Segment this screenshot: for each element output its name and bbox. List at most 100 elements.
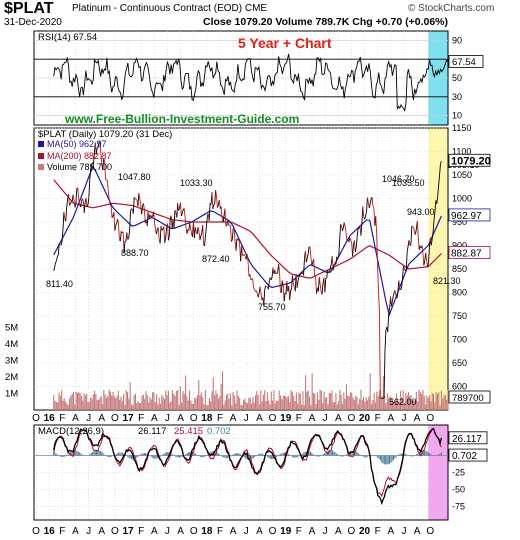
volume-bar [405, 393, 407, 410]
volume-bar [235, 403, 237, 410]
price-segment [139, 198, 142, 205]
price-segment [366, 197, 368, 213]
volume-bar [281, 399, 283, 410]
volume-bar [331, 390, 333, 410]
price-segment [243, 254, 246, 257]
price-segment [398, 280, 401, 289]
price-tick-label: 850 [452, 264, 467, 274]
volume-bar [196, 395, 199, 410]
volume-bar [348, 396, 350, 410]
price-tick-label: 650 [452, 358, 467, 368]
price-segment [292, 275, 294, 284]
price-segment [394, 290, 397, 297]
volume-tick-label: 2M [5, 372, 18, 383]
volume-bar [206, 405, 208, 410]
price-annotation: 1033.30 [180, 178, 213, 188]
price-segment [365, 212, 367, 217]
volume-bar [191, 403, 193, 410]
price-segment [255, 290, 258, 294]
website-watermark: www.Free-Bullion-Investment-Guide.com [64, 112, 299, 126]
volume-bar [341, 403, 344, 410]
volume-bar [355, 395, 357, 410]
volume-bar [99, 398, 101, 410]
volume-bar [170, 401, 172, 410]
price-segment [360, 223, 363, 236]
volume-bar [240, 405, 242, 410]
volume-bar [127, 392, 129, 410]
volume-bar [357, 404, 359, 410]
chg-label: Chg [352, 16, 373, 28]
price-last-value: 1079.20 [451, 155, 491, 167]
price-last-value: 882.87 [451, 249, 482, 260]
volume-bar [273, 390, 275, 410]
x-tick-label: A [98, 413, 105, 424]
volume-bar [436, 393, 439, 410]
price-tick-label: 800 [452, 288, 467, 298]
volume-bar [385, 403, 387, 410]
volume-bar [382, 376, 384, 410]
x-tick-label: A [309, 413, 316, 424]
price-segment [180, 212, 183, 217]
price-segment [115, 223, 118, 226]
price-segment [267, 280, 270, 290]
price-segment [249, 274, 252, 280]
volume-bar [245, 402, 247, 410]
volume-bar [105, 397, 108, 410]
price-segment [364, 216, 366, 220]
volume-bar [223, 404, 225, 410]
price-segment [292, 283, 295, 287]
volume-bar [121, 400, 123, 410]
volume-bar [279, 395, 282, 410]
volume-bar [312, 392, 315, 410]
volume-bar [443, 395, 445, 410]
price-segment [69, 203, 71, 206]
x-tick-label: F [217, 413, 223, 424]
volume-bar [305, 375, 307, 410]
volume-bar [415, 391, 417, 410]
volume-tick-label: 4M [5, 339, 18, 350]
volume-bar [217, 398, 220, 410]
price-segment [384, 330, 387, 350]
volume-bar [236, 390, 238, 410]
x-tick-label: J [86, 413, 91, 424]
volume-bar [169, 402, 171, 410]
x-tick-label: O [426, 526, 434, 537]
x-tick-label: A [177, 526, 184, 537]
volume-bar [159, 403, 162, 410]
volume-bar [154, 402, 156, 410]
price-segment [274, 269, 277, 274]
price-segment [129, 211, 131, 232]
price-segment [309, 247, 312, 259]
volume-bar [249, 397, 251, 410]
price-tick-label: 950 [452, 217, 467, 227]
volume-bar [96, 399, 98, 410]
volume-bar [396, 393, 398, 410]
x-tick-label: A [388, 413, 395, 424]
price-segment [161, 228, 164, 231]
x-tick-label: A [151, 526, 158, 537]
x-tick-label: F [217, 526, 223, 537]
price-segment [77, 187, 80, 199]
x-tick-label: J [165, 526, 170, 537]
close-label: Close [203, 16, 232, 28]
price-segment [396, 291, 399, 299]
price-segment [80, 201, 82, 208]
price-segment [163, 226, 166, 243]
volume-bar [360, 389, 362, 410]
price-segment [89, 168, 92, 180]
price-segment [224, 208, 227, 226]
price-segment [56, 256, 58, 261]
price-segment [297, 276, 300, 281]
price-last-box [448, 153, 491, 167]
volume-bar [80, 395, 82, 410]
macd-legend-value: 26.117 [138, 426, 166, 437]
price-segment [341, 227, 344, 231]
x-tick-label: O [269, 413, 277, 424]
volume-bar [426, 395, 428, 410]
price-segment [72, 194, 75, 201]
price-segment [433, 211, 436, 221]
volume-bar [55, 401, 57, 410]
x-tick-label: A [414, 413, 421, 424]
x-tick-label: O [426, 413, 434, 424]
x-tick-label: 19 [280, 413, 292, 424]
